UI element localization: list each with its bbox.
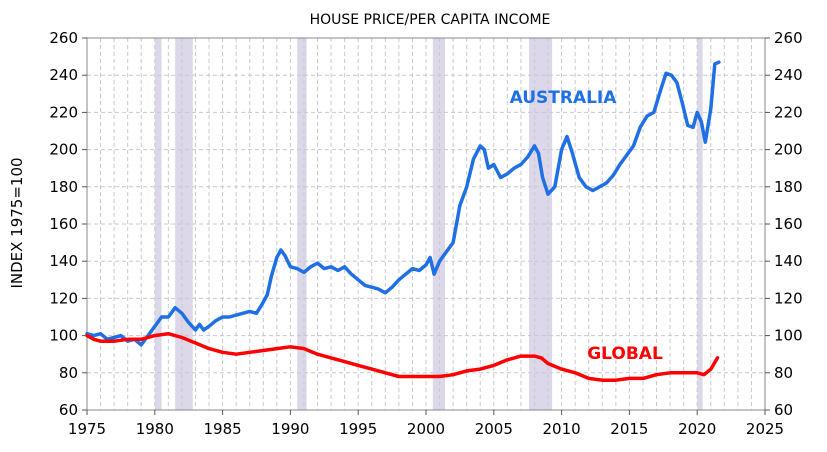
y-tick-label-right: 240 (774, 66, 803, 84)
x-tick-label: 2000 (407, 420, 445, 438)
y-tick-label-left: 100 (49, 327, 78, 345)
y-tick-label-left: 160 (49, 215, 78, 233)
y-tick-label-right: 180 (774, 178, 803, 196)
x-tick-label: 1995 (339, 420, 377, 438)
y-tick-label-right: 120 (774, 289, 803, 307)
y-axis-label: INDEX 1975=100 (8, 157, 26, 288)
x-tick-label: 1985 (204, 420, 242, 438)
x-tick-label: 2025 (746, 420, 784, 438)
y-tick-label-left: 260 (49, 29, 78, 47)
y-tick-label-right: 80 (774, 364, 793, 382)
series-labels: AUSTRALIA GLOBAL (510, 88, 663, 364)
y-tick-label-left: 140 (49, 252, 78, 270)
x-tick-label: 1980 (136, 420, 174, 438)
y-tick-label-right: 260 (774, 29, 803, 47)
x-tick-label: 2005 (475, 420, 513, 438)
series-line-australia (85, 60, 721, 347)
series-line-global (85, 331, 720, 382)
axes: 60 60 80 80 100 100 120 120 140 140 160 160 180 180 20… (49, 29, 802, 438)
y-tick-label-left: 240 (49, 66, 78, 84)
y-tick-label-left: 120 (49, 289, 78, 307)
y-tick-label-right: 140 (774, 252, 803, 270)
y-tick-label-right: 160 (774, 215, 803, 233)
x-tick-label: 2010 (543, 420, 581, 438)
y-tick-label-right: 100 (774, 327, 803, 345)
y-tick-label-right: 60 (774, 401, 793, 419)
x-tick-label: 2020 (678, 420, 716, 438)
chart-title: HOUSE PRICE/PER CAPITA INCOME (310, 12, 551, 28)
y-tick-label-right: 200 (774, 141, 803, 159)
y-tick-label-left: 180 (49, 178, 78, 196)
x-tick-label: 1990 (271, 420, 309, 438)
recession-band (175, 38, 193, 410)
grid-lines (87, 38, 765, 410)
y-tick-label-left: 60 (59, 401, 78, 419)
y-tick-label-left: 200 (49, 141, 78, 159)
y-tick-label-left: 220 (49, 103, 78, 121)
x-tick-label: 1975 (68, 420, 106, 438)
series-lines (85, 60, 721, 382)
series-label-global: GLOBAL (587, 344, 663, 364)
series-label-australia: AUSTRALIA (510, 88, 618, 108)
y-tick-label-left: 80 (59, 364, 78, 382)
recession-band (297, 38, 307, 410)
y-tick-label-right: 220 (774, 103, 803, 121)
x-tick-label: 2015 (610, 420, 648, 438)
